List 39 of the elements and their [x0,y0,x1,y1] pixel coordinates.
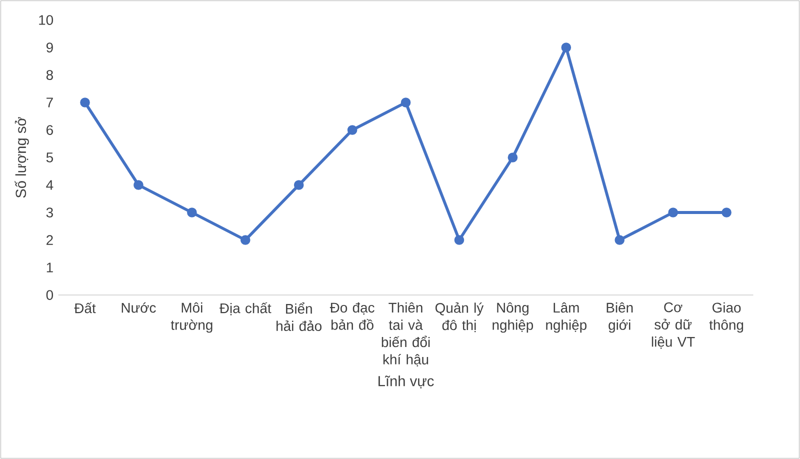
x-tick-label: Giao thông [709,302,744,333]
y-tick-label: 5 [46,152,53,162]
y-tick-label: 8 [46,70,53,80]
point [187,208,197,218]
x-tick-label: Đo đạc bản đồ [330,302,374,330]
y-tick-label: 3 [46,208,53,218]
y-axis-title: Số lượng sở [14,117,29,198]
point [722,208,732,218]
x-tick-label: Biển hải đảo [276,302,322,332]
y-tick-label: 10 [39,15,54,25]
x-tick-label: Nông nghiệp [492,302,534,333]
point [400,98,411,108]
point [561,42,572,52]
x-tick-label: Nước [122,302,156,313]
y-tick-label: 1 [46,262,53,272]
point [508,152,518,162]
y-tick-label: 9 [46,42,53,52]
x-tick-label: Thiên tai và biến đổi khí hậu [382,302,430,366]
x-tick-label: Lâm nghiệp [546,302,586,333]
point [668,208,678,218]
y-tick-label: 4 [46,180,54,190]
y-tick-label: 6 [46,125,53,135]
point [347,125,358,135]
y-tick-label: 7 [46,98,53,108]
x-tick-label: Cơ sở dữ liệu VT [652,302,695,349]
x-axis-title: Lĩnh vực [378,376,434,388]
x-tick-label: Đất [74,302,96,314]
x-tick-label: Quản lý đô thị [435,302,484,332]
y-tick-label: 0 [46,290,54,300]
point [454,235,464,245]
point [294,180,304,190]
point [614,235,625,245]
x-tick-label: Địa chất [220,302,272,316]
point [240,235,250,245]
x-tick-label: Môi trường [170,302,212,333]
point [134,180,144,190]
point [80,98,90,108]
y-tick-label: 2 [46,235,53,245]
x-tick-label: Biên giới [606,302,633,333]
